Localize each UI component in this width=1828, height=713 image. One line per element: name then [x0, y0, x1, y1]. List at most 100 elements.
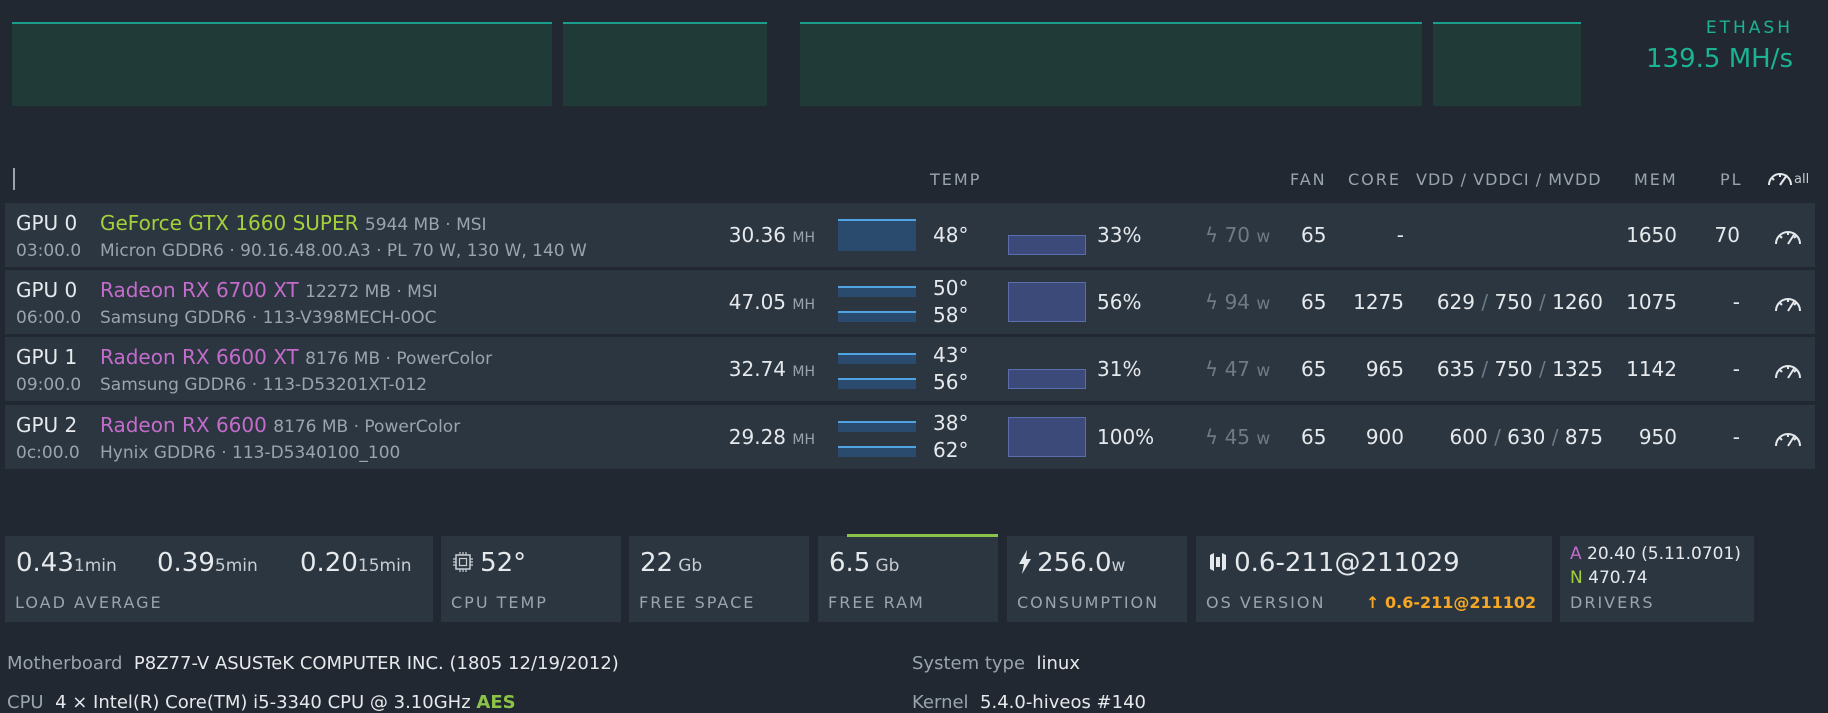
free-space-card: 22 Gb FREE SPACE [629, 536, 809, 622]
tune-button[interactable] [1773, 223, 1803, 247]
gpu-hashrate: 32.74 MH [729, 357, 815, 381]
consumption-card: 256.0w CONSUMPTION [1007, 536, 1187, 622]
gpu-hashrate-value: 30.36 [728, 223, 787, 247]
gpu-row[interactable]: GPU 1 09:00.0 Radeon RX 6600 XT 8176 MB · … [5, 337, 1815, 401]
gpu-hashrate-value: 29.28 [728, 425, 787, 449]
power-limit: - [1732, 357, 1740, 381]
gauge-icon [1775, 298, 1801, 312]
motherboard-label: Motherboard [7, 653, 123, 674]
load-5min: 0.39 [157, 548, 215, 578]
total-hashrate: 139.5 MH/s [1646, 44, 1793, 74]
gpu-mem-size: 8176 MB · PowerColor [305, 349, 493, 369]
tune-button[interactable] [1773, 290, 1803, 314]
gauge-icon [1775, 365, 1801, 379]
voltages: 635 / 750 / 1325 [1436, 357, 1603, 381]
gpu-hashrate-value: 32.74 [728, 357, 787, 381]
vddci-value: 750 [1494, 357, 1533, 381]
lightning-icon: ϟ [1205, 425, 1219, 449]
tune-button[interactable] [1773, 425, 1803, 449]
gpu-hashrate: 47.05 MH [729, 290, 815, 314]
gpu-mem-info: Hynix GDDR6 · 113-D5340100_100 [100, 443, 401, 463]
lightning-icon: ϟ [1205, 357, 1219, 381]
kernel-label: Kernel [912, 692, 969, 713]
driver-amd-version: 20.40 (5.11.0701) [1587, 544, 1741, 564]
free-ram-card: 6.5 Gb FREE RAM [818, 534, 998, 622]
motherboard-value: P8Z77-V ASUSTeK COMPUTER INC. (1805 12/1… [133, 653, 619, 674]
mvdd-value: 875 [1564, 425, 1603, 449]
cpu-temp-label: CPU TEMP [451, 593, 548, 612]
kernel-info: Kernel 5.4.0-hiveos #140 [912, 692, 1146, 713]
gpu-hashrate-unit: MH [792, 230, 815, 246]
tune-button[interactable] [1773, 357, 1803, 381]
load-1min: 0.43 [16, 548, 74, 578]
gpu-index: GPU 1 [16, 345, 78, 369]
os-update-link[interactable]: ↑ 0.6-211@211102 [1366, 593, 1536, 612]
gpu-model[interactable]: Radeon RX 6600 XT [100, 345, 299, 369]
kernel-value: 5.4.0-hiveos #140 [980, 692, 1146, 713]
gpu-mem-size: 12272 MB · MSI [305, 282, 438, 302]
cpu-label: CPU [7, 692, 44, 713]
ram-usage-bar [847, 534, 998, 537]
os-version-label: OS VERSION [1206, 593, 1326, 612]
gauge-all-button[interactable]: all [1766, 166, 1814, 190]
hashrate-sparkline [838, 311, 916, 322]
fan-setting: 65 [1301, 290, 1327, 314]
os-update-version: 0.6-211@211102 [1384, 593, 1537, 612]
vdd-value: 629 [1436, 290, 1475, 314]
hashrate-chart-1 [12, 22, 552, 106]
free-space-label: FREE SPACE [639, 593, 756, 612]
voltages: 629 / 750 / 1260 [1436, 290, 1603, 314]
consumption-label: CONSUMPTION [1017, 593, 1160, 612]
gpu-hashrate-unit: MH [792, 297, 815, 313]
free-ram-unit: Gb [875, 556, 900, 576]
drivers-card: A 20.40 (5.11.0701) N 470.74 DRIVERS [1560, 536, 1754, 622]
col-vdd: VDD / VDDCI / MVDD [1416, 170, 1602, 189]
gpu-power-unit: w [1256, 227, 1271, 247]
fan-sparkline [1008, 417, 1086, 457]
gpu-row[interactable]: GPU 0 06:00.0 Radeon RX 6700 XT 12272 MB ·… [5, 270, 1815, 334]
hashrate-sparkline [838, 286, 916, 297]
free-space-value: 22 [640, 548, 674, 578]
gpu-power: ϟ 47 w [1205, 357, 1270, 381]
mvdd-value: 1260 [1552, 290, 1603, 314]
fan-percent: 100% [1097, 425, 1155, 449]
fan-percent: 56% [1097, 290, 1142, 314]
gpu-bus-id: 06:00.0 [16, 308, 82, 328]
fan-setting: 65 [1301, 425, 1327, 449]
free-space-unit: Gb [678, 556, 703, 576]
gpu-model[interactable]: Radeon RX 6600 [100, 413, 267, 437]
core-temp: 38° [933, 411, 969, 435]
gpu-power-value: 45 [1224, 425, 1251, 449]
gpu-index: GPU 2 [16, 413, 78, 437]
gauge-icon [1768, 173, 1792, 186]
fan-percent: 31% [1097, 357, 1142, 381]
system-type-value: linux [1036, 653, 1080, 674]
hive-icon [1210, 553, 1226, 571]
load-15min-unit: 15min [357, 556, 412, 576]
power-limit: - [1732, 425, 1740, 449]
gpu-row[interactable]: GPU 0 03:00.0 GeForce GTX 1660 SUPER 5944 … [5, 203, 1815, 267]
arrow-up-icon: ↑ [1366, 593, 1380, 612]
mem-clock: 1075 [1626, 290, 1677, 314]
os-version-value: 0.6-211@211029 [1234, 548, 1460, 578]
cpu-temp-card: 52° CPU TEMP [441, 536, 621, 622]
gpu-index: GPU 0 [16, 211, 78, 235]
header-divider [13, 168, 15, 190]
fan-sparkline [1008, 369, 1086, 389]
col-mem: MEM [1634, 170, 1678, 189]
core-clock: 965 [1365, 357, 1404, 381]
gpu-bus-id: 03:00.0 [16, 241, 82, 261]
gauge-all-label: all [1794, 172, 1810, 187]
mem-clock: 950 [1638, 425, 1677, 449]
gpu-hashrate: 29.28 MH [729, 425, 815, 449]
consumption-value: 256.0 [1037, 548, 1112, 578]
gpu-model[interactable]: GeForce GTX 1660 SUPER [100, 211, 359, 235]
gpu-row[interactable]: GPU 2 0c:00.0 Radeon RX 6600 8176 MB · Pow… [5, 405, 1815, 469]
power-limit: 70 [1714, 223, 1740, 247]
gpu-bus-id: 09:00.0 [16, 375, 82, 395]
mem-clock: 1142 [1626, 357, 1677, 381]
gpu-hashrate-unit: MH [792, 364, 815, 380]
gpu-model[interactable]: Radeon RX 6700 XT [100, 278, 299, 302]
gpu-power-unit: w [1256, 361, 1271, 381]
core-temp: 50° [933, 276, 969, 300]
